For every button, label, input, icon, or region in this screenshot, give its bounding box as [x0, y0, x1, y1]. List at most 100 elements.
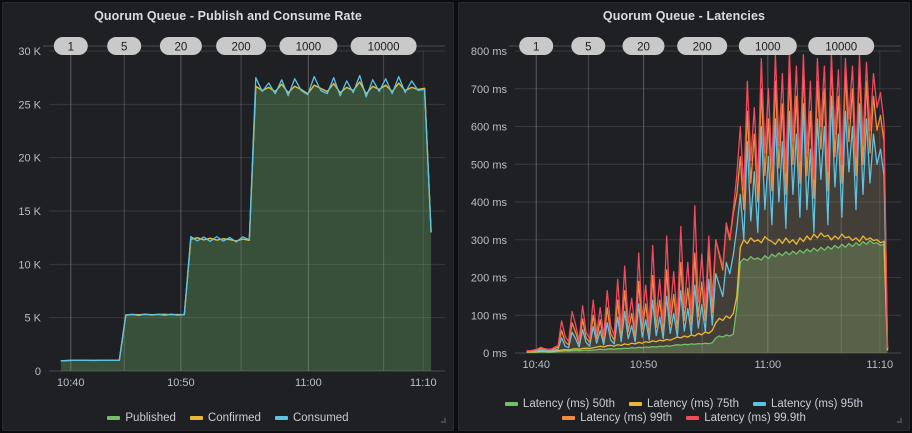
- annotation-pill-label: 5: [585, 42, 591, 54]
- y-axis-tick-label: 200 ms: [471, 273, 508, 285]
- legend-series-label: Latency (ms) 99.9th: [704, 412, 806, 424]
- series-lines: [60, 74, 432, 362]
- y-axis-tick-label: 600 ms: [471, 122, 508, 134]
- legend-color-swatch: [753, 402, 767, 406]
- y-axis-tick-label: 10 K: [18, 259, 41, 271]
- x-axis-tick-label: 10:40: [522, 359, 550, 371]
- annotation-pill-bg[interactable]: [677, 37, 728, 55]
- annotation-pill-label: 1000: [296, 42, 322, 54]
- annotation-pill[interactable]: 5: [107, 37, 142, 55]
- series-line-consumed: [60, 74, 432, 362]
- y-axis-tick-label: 700 ms: [471, 84, 508, 96]
- legend-item[interactable]: Latency (ms) 50th: [504, 398, 615, 410]
- legend-series-label: Latency (ms) 75th: [646, 398, 740, 410]
- legend-item[interactable]: Latency (ms) 99th: [562, 412, 672, 424]
- panel-latencies: Quorum Queue - Latencies 0 ms 100 ms 200 m…: [458, 2, 910, 431]
- series-fills: [60, 81, 432, 372]
- legend-color-swatch: [107, 416, 121, 420]
- x-axis-tick-label: 10:40: [57, 377, 85, 389]
- annotations: 1 5 20 200 1000 10000: [509, 37, 901, 353]
- annotation-pill[interactable]: 1000: [279, 37, 338, 55]
- y-axis-tick-label: 30 K: [18, 46, 41, 58]
- y-axis-tick-label: 25 K: [18, 99, 41, 111]
- latency-chart[interactable]: 0 ms 100 ms 200 ms 300 ms 400 ms 500 ms 600 ms…: [459, 25, 911, 377]
- legend: Published Confirmed Consumed: [3, 408, 453, 430]
- legend-color-swatch: [562, 416, 576, 420]
- annotation-pill[interactable]: 1: [53, 37, 88, 55]
- annotation-pill-label: 20: [637, 42, 650, 54]
- legend-item[interactable]: Consumed: [274, 412, 349, 424]
- legend-color-swatch: [504, 402, 518, 406]
- annotation-pill[interactable]: 10000: [808, 37, 875, 55]
- series-area-latency-ms-50th: [526, 240, 888, 353]
- series-line-latency-ms-99-9th: [526, 50, 889, 352]
- series-lines: [526, 50, 889, 353]
- panel-title[interactable]: Quorum Queue - Latencies: [602, 9, 766, 23]
- series-area-published: [60, 81, 432, 372]
- y-axis-tick-label: 800 ms: [471, 46, 508, 58]
- legend-item[interactable]: Latency (ms) 99.9th: [686, 412, 806, 424]
- annotation-pill-bg[interactable]: [571, 37, 606, 55]
- annotation-pill-label: 200: [693, 42, 712, 54]
- annotation-pill-bg[interactable]: [350, 37, 417, 55]
- legend-color-swatch: [189, 416, 203, 420]
- legend-item[interactable]: Confirmed: [189, 412, 261, 424]
- annotation-pill-label: 10000: [825, 42, 857, 54]
- plot-area[interactable]: 0 ms 100 ms 200 ms 300 ms 400 ms 500 ms 600 ms…: [459, 25, 909, 394]
- legend-color-swatch: [274, 416, 288, 420]
- annotation-pill-label: 20: [175, 42, 188, 54]
- y-axis-tick-label: 20 K: [18, 153, 41, 165]
- panel-resize-handle[interactable]: [441, 418, 450, 427]
- annotation-pill-label: 200: [232, 42, 251, 54]
- y-axis-tick-label: 15 K: [18, 206, 41, 218]
- legend-series-label: Confirmed: [207, 412, 261, 424]
- panel-publish-consume-rate: Quorum Queue - Publish and Consume Rate …: [2, 2, 454, 431]
- legend-item[interactable]: Latency (ms) 75th: [628, 398, 740, 410]
- legend-item[interactable]: Latency (ms) 95th: [753, 398, 863, 410]
- annotation-pill[interactable]: 1000: [738, 37, 797, 55]
- y-axis-tick-label: 500 ms: [471, 159, 508, 171]
- annotation-pill[interactable]: 200: [677, 37, 728, 55]
- x-axis-tick-label: 11:00: [295, 377, 322, 389]
- annotation-pill[interactable]: 20: [622, 37, 665, 55]
- annotation-pill-bg[interactable]: [808, 37, 875, 55]
- annotation-pill-label: 1000: [755, 42, 781, 54]
- annotation-pill-bg[interactable]: [216, 37, 267, 55]
- annotation-pill[interactable]: 200: [216, 37, 267, 55]
- x-axis-tick-label: 11:10: [410, 377, 437, 389]
- annotation-pill-label: 5: [121, 42, 127, 54]
- panel-resize-handle[interactable]: [897, 418, 906, 427]
- legend-color-swatch: [686, 416, 700, 420]
- annotation-pill-bg[interactable]: [622, 37, 665, 55]
- annotation-pill-bg[interactable]: [279, 37, 338, 55]
- annotation-pill[interactable]: 10000: [350, 37, 417, 55]
- x-axis-tick-label: 11:10: [866, 359, 893, 371]
- x-axis-tick-label: 10:50: [167, 377, 195, 389]
- y-axis-tick-label: 400 ms: [471, 197, 508, 209]
- y-axis-tick-label: 0: [35, 366, 41, 378]
- rate-chart[interactable]: 0 5 K 10 K 15 K 20 K 25 K 30 K 10:40 10:50 11:00 1…: [3, 25, 455, 395]
- legend-series-label: Latency (ms) 50th: [522, 398, 615, 410]
- x-axis-tick-label: 10:50: [630, 359, 658, 371]
- annotation-pill-bg[interactable]: [519, 37, 554, 55]
- plot-area[interactable]: 0 5 K 10 K 15 K 20 K 25 K 30 K 10:40 10:50 11:00 1…: [3, 25, 453, 408]
- annotation-pill-label: 1: [533, 42, 539, 54]
- annotation-pill[interactable]: 1: [519, 37, 554, 55]
- annotation-pill-bg[interactable]: [738, 37, 797, 55]
- annotations: 1 5 20 200 1000 10000: [43, 37, 445, 371]
- legend-color-swatch: [628, 402, 642, 406]
- legend-series-label: Published: [125, 412, 176, 424]
- legend-series-label: Latency (ms) 95th: [771, 398, 864, 410]
- panel-title[interactable]: Quorum Queue - Publish and Consume Rate: [94, 9, 362, 23]
- y-axis-tick-label: 100 ms: [471, 310, 508, 322]
- annotation-pill-bg[interactable]: [159, 37, 202, 55]
- annotation-pill-label: 10000: [368, 42, 400, 54]
- annotation-pill-bg[interactable]: [107, 37, 142, 55]
- series-line-latency-ms-50th: [526, 239, 889, 353]
- series-line-latency-ms-75th: [526, 232, 889, 353]
- annotation-pill[interactable]: 20: [159, 37, 202, 55]
- annotation-pill-bg[interactable]: [53, 37, 88, 55]
- annotation-pill[interactable]: 5: [571, 37, 606, 55]
- legend-item[interactable]: Published: [107, 412, 176, 424]
